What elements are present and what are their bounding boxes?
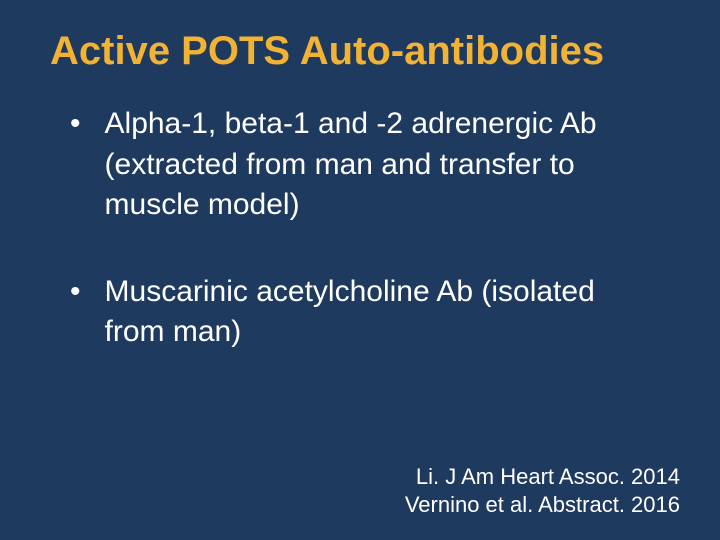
list-item: • Muscarinic acetylcholine Ab (isolated … [70,272,670,353]
bullet-marker: • [70,272,81,353]
citation-line: Li. J Am Heart Assoc. 2014 [405,463,680,492]
citation-line: Vernino et al. Abstract. 2016 [405,491,680,520]
bullet-marker: • [70,104,81,226]
citations: Li. J Am Heart Assoc. 2014 Vernino et al… [405,463,680,520]
slide-title: Active POTS Auto-antibodies [0,0,720,74]
list-item: • Alpha-1, beta-1 and -2 adrenergic Ab (… [70,104,670,226]
bullet-text: Muscarinic acetylcholine Ab (isolated fr… [105,272,625,353]
bullet-text: Alpha-1, beta-1 and -2 adrenergic Ab (ex… [105,104,625,226]
bullet-list: • Alpha-1, beta-1 and -2 adrenergic Ab (… [0,74,720,353]
